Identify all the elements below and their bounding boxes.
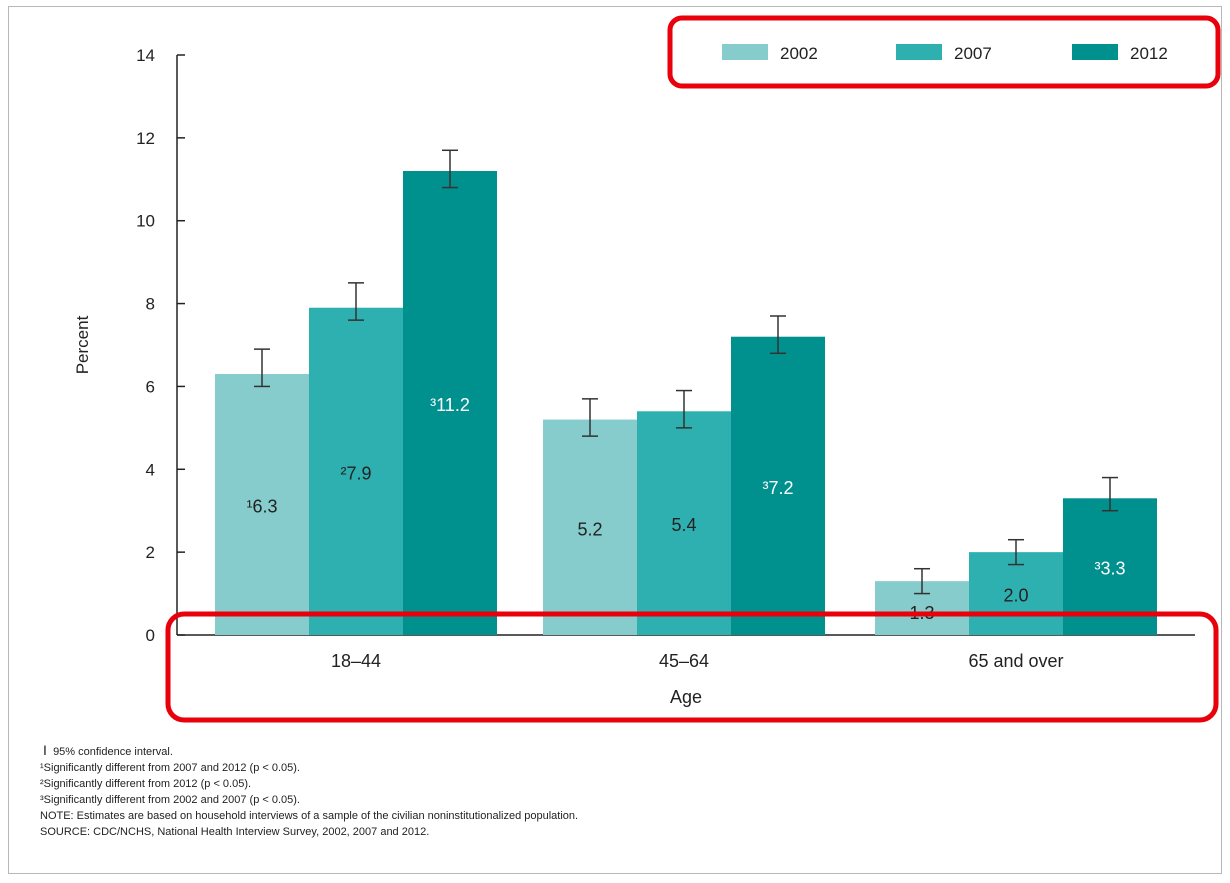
y-tick-label: 2	[146, 543, 155, 562]
chart-frame	[8, 6, 1222, 874]
bar-2007	[969, 552, 1063, 635]
footnote-3: ³Significantly different from 2002 and 2…	[40, 794, 300, 806]
y-tick-label: 8	[146, 295, 155, 314]
footnote-2: ²Significantly different from 2012 (p < …	[40, 778, 252, 790]
ci-footnote-text: 95% confidence interval.	[53, 746, 173, 758]
legend-label: 2002	[780, 44, 818, 63]
data-label: 5.2	[577, 519, 602, 539]
note-text: NOTE: Estimates are based on household i…	[40, 810, 579, 822]
y-axis-label: Percent	[73, 315, 92, 374]
y-tick-label: 12	[136, 129, 155, 148]
y-tick-label: 4	[146, 460, 155, 479]
x-axis-highlight-box	[165, 611, 1219, 723]
y-tick-label: 10	[136, 212, 155, 231]
legend-swatch-2002	[722, 44, 768, 60]
data-label: ¹6.3	[246, 497, 277, 517]
data-label: ³7.2	[762, 478, 793, 498]
bar-2002	[543, 419, 637, 635]
data-label: ²7.9	[340, 463, 371, 483]
x-tick-label: 45–64	[659, 651, 709, 671]
footnote-1: ¹Significantly different from 2007 and 2…	[40, 762, 300, 774]
legend-label: 2007	[954, 44, 992, 63]
y-tick-label: 6	[146, 377, 155, 396]
legend-swatch-2007	[896, 44, 942, 60]
bar-2012	[731, 336, 825, 635]
bar-2007	[309, 307, 403, 635]
y-tick-label: 0	[146, 626, 155, 645]
bar-2012	[403, 171, 497, 635]
data-label: 5.4	[671, 515, 696, 535]
ci-footnote: Ι 95% confidence interval.	[40, 742, 1190, 760]
data-label: ³11.2	[430, 395, 470, 415]
confidence-interval-icon: Ι	[43, 742, 47, 758]
legend-highlight-box	[667, 15, 1221, 89]
legend-label: 2012	[1130, 44, 1168, 63]
bar-2007	[637, 411, 731, 635]
bar-2002	[215, 374, 309, 635]
legend-swatch-2012	[1072, 44, 1118, 60]
data-label: 2.0	[1003, 586, 1028, 606]
source-text: SOURCE: CDC/NCHS, National Health Interv…	[40, 826, 430, 838]
x-axis-label: Age	[670, 687, 702, 707]
data-label: ³3.3	[1094, 559, 1125, 579]
x-tick-label: 65 and over	[968, 651, 1063, 671]
y-tick-label: 14	[136, 46, 155, 65]
footnotes: Ι 95% confidence interval. ¹Significantl…	[40, 742, 1190, 840]
x-tick-label: 18–44	[331, 651, 381, 671]
